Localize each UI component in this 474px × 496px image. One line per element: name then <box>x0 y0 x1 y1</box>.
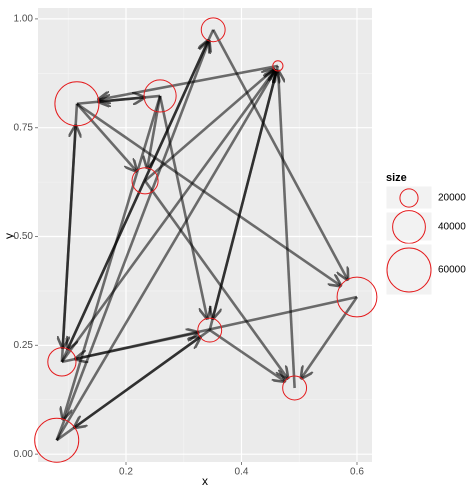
node <box>54 81 100 127</box>
legend-label: 40000 <box>438 222 466 233</box>
edge <box>144 69 274 182</box>
edge <box>60 70 275 363</box>
y-tick-label: 0.75 <box>14 122 34 133</box>
legend-label: 60000 <box>438 265 466 276</box>
edge <box>76 102 341 286</box>
node <box>272 60 284 72</box>
edge <box>158 95 207 319</box>
x-tick-label: 0.6 <box>350 467 364 478</box>
edge <box>278 71 296 389</box>
x-tick-label: 0.2 <box>119 467 133 478</box>
legend-symbol <box>399 188 419 208</box>
y-tick-label: 0.00 <box>14 449 34 460</box>
edge <box>55 41 209 441</box>
edge <box>63 95 162 419</box>
node <box>34 417 80 463</box>
y-tick-label: 0.25 <box>14 340 34 351</box>
edge <box>209 329 285 381</box>
y-axis-title: y <box>2 233 16 239</box>
legend-label: 20000 <box>438 193 466 204</box>
node <box>197 317 223 343</box>
edge <box>60 41 208 363</box>
edge <box>144 180 288 379</box>
edge <box>212 29 347 280</box>
edge <box>147 95 162 168</box>
y-tick-label: 1.00 <box>14 14 34 25</box>
node <box>200 17 226 43</box>
edge <box>213 65 280 319</box>
edge <box>61 333 198 364</box>
edge <box>75 102 136 171</box>
node <box>336 276 378 318</box>
edge <box>55 70 276 441</box>
node <box>143 79 177 113</box>
node <box>131 167 159 195</box>
panel <box>38 8 372 462</box>
legend-symbol <box>386 247 432 293</box>
legend-key <box>385 185 433 210</box>
edge <box>301 296 359 378</box>
edge <box>75 329 211 427</box>
legend-symbol <box>392 210 426 244</box>
legend-title: size <box>386 172 407 184</box>
y-tick-label: 0.50 <box>14 231 34 242</box>
node <box>47 347 77 377</box>
edge <box>63 103 79 348</box>
x-axis-title: x <box>202 474 208 488</box>
legend-key <box>385 211 433 242</box>
legend-key <box>385 243 433 296</box>
x-tick-label: 0.4 <box>235 467 249 478</box>
node <box>282 375 308 401</box>
